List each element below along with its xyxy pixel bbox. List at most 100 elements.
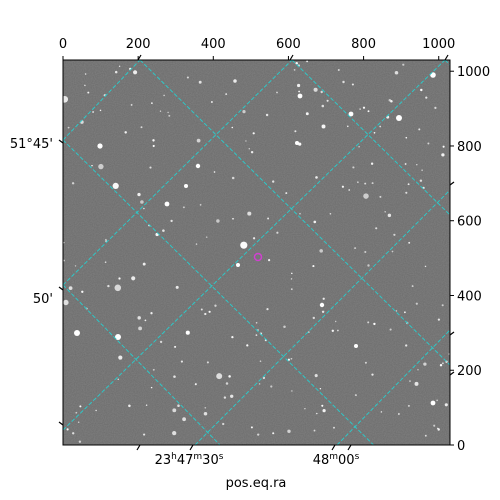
star xyxy=(67,126,70,129)
star xyxy=(177,404,180,407)
right-wcs-tick xyxy=(449,371,455,376)
star xyxy=(162,229,165,232)
right-tick-label: 400 xyxy=(457,289,482,304)
star xyxy=(293,69,296,71)
star xyxy=(321,404,324,407)
star xyxy=(362,106,366,109)
star xyxy=(411,285,414,288)
star xyxy=(223,396,227,399)
star xyxy=(357,181,359,183)
star xyxy=(199,204,202,206)
star xyxy=(420,88,423,92)
star xyxy=(167,111,169,114)
star xyxy=(145,404,148,406)
star xyxy=(358,146,360,148)
star xyxy=(98,163,104,170)
star xyxy=(63,259,66,262)
top-tick-label: 400 xyxy=(201,37,226,52)
star xyxy=(195,243,198,245)
star xyxy=(441,362,444,365)
star xyxy=(242,109,246,114)
star xyxy=(283,325,286,329)
star xyxy=(348,189,351,191)
star xyxy=(140,200,144,204)
star xyxy=(291,390,293,392)
star xyxy=(79,405,82,408)
star xyxy=(313,220,317,224)
top-tick-label: 0 xyxy=(59,37,67,52)
star xyxy=(298,90,300,93)
star xyxy=(112,182,119,189)
star xyxy=(196,138,201,143)
star xyxy=(313,87,318,92)
star xyxy=(354,247,357,250)
bottom-wcs-tick xyxy=(347,444,352,451)
star xyxy=(333,426,335,429)
star xyxy=(152,144,155,148)
star xyxy=(231,335,234,339)
star xyxy=(252,237,256,240)
star xyxy=(230,394,234,398)
star xyxy=(142,262,146,266)
star xyxy=(81,290,84,293)
top-wcs-tick xyxy=(289,54,294,61)
star xyxy=(204,312,207,316)
star xyxy=(367,110,370,113)
top-tick-label: 1000 xyxy=(422,37,455,52)
star xyxy=(151,102,153,104)
star xyxy=(225,93,228,96)
grid-line xyxy=(194,189,450,445)
star xyxy=(312,265,315,268)
sky-image xyxy=(63,60,450,445)
star xyxy=(159,340,163,344)
star xyxy=(322,409,326,413)
star xyxy=(172,408,177,413)
star xyxy=(228,375,231,378)
star xyxy=(91,164,93,167)
star xyxy=(114,70,118,74)
star xyxy=(370,162,374,165)
left-tick-label-2: 50' xyxy=(33,292,53,307)
plot-frame xyxy=(62,59,451,446)
star xyxy=(131,276,136,281)
star xyxy=(175,285,179,289)
star xyxy=(75,411,78,414)
star xyxy=(163,94,165,97)
bright-star xyxy=(354,344,358,348)
star xyxy=(210,101,213,103)
star xyxy=(66,428,69,431)
star xyxy=(124,131,127,134)
star xyxy=(299,212,301,215)
left-wcs-tick xyxy=(58,139,64,144)
star xyxy=(371,373,374,376)
left-wcs-tick xyxy=(58,421,64,426)
star xyxy=(138,326,143,331)
star xyxy=(205,236,208,238)
star xyxy=(252,132,255,135)
star xyxy=(182,417,186,422)
star xyxy=(272,432,275,435)
star xyxy=(364,361,367,364)
star xyxy=(419,179,423,182)
star xyxy=(352,166,355,169)
star xyxy=(72,432,75,435)
top-wcs-tick xyxy=(444,54,449,61)
star xyxy=(180,360,183,363)
star xyxy=(351,83,354,86)
star xyxy=(418,128,421,131)
star xyxy=(259,360,262,363)
star xyxy=(321,310,325,314)
star xyxy=(364,182,367,185)
star xyxy=(425,96,428,99)
star xyxy=(258,383,261,385)
star xyxy=(272,180,275,183)
star xyxy=(423,362,427,366)
top-tick-label: 200 xyxy=(126,37,151,52)
star xyxy=(405,191,408,194)
star xyxy=(294,130,297,133)
right-tick-label: 200 xyxy=(457,364,482,379)
star xyxy=(421,169,423,171)
star xyxy=(107,284,110,288)
right-tick-label: 1000 xyxy=(457,65,490,80)
top-tick-label: 800 xyxy=(351,37,376,52)
